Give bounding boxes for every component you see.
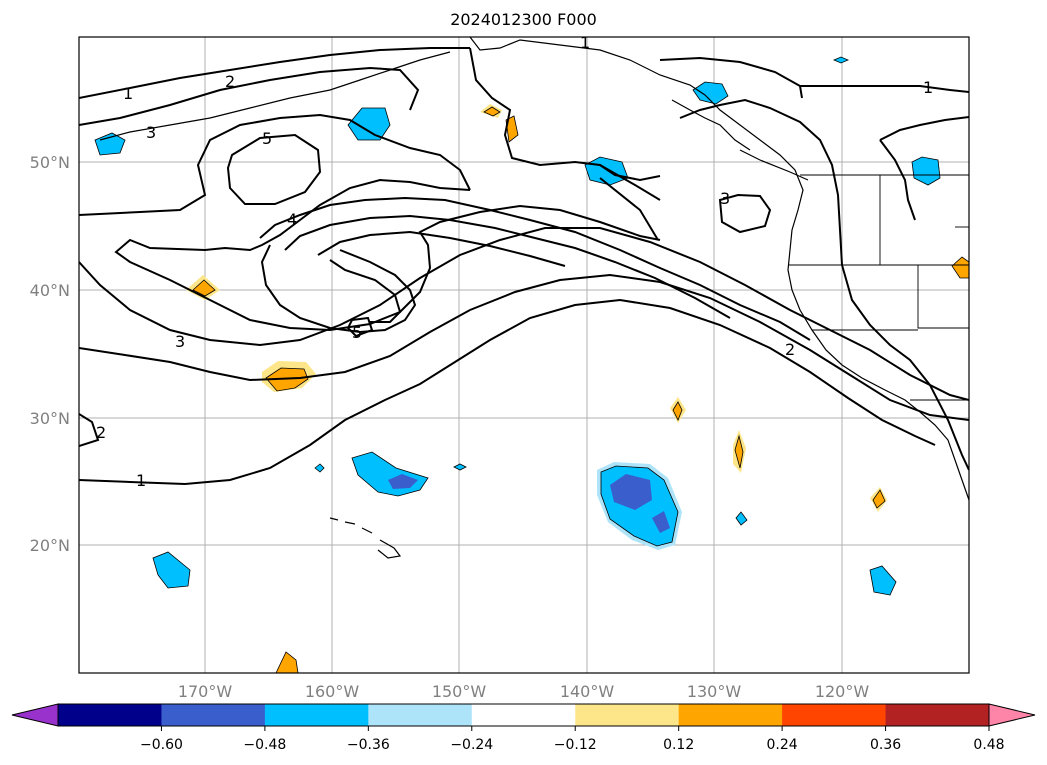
contour-label: 3 bbox=[175, 332, 185, 351]
contour-label: 3 bbox=[146, 123, 156, 142]
contour-labels: 1 2 3 4 5 5 3 2 1 1 2 3 1 bbox=[96, 33, 933, 490]
map-title: 2024012300 F000 bbox=[450, 10, 597, 29]
colorbar-tick-label: 0.24 bbox=[767, 737, 798, 753]
longitude-labels: 170°W 160°W 150°W 140°W 130°W 120°W bbox=[178, 682, 870, 701]
colorbar-tick-label: −0.36 bbox=[347, 737, 390, 753]
contour-label: 1 bbox=[580, 33, 590, 52]
colorbar-segment bbox=[161, 704, 266, 726]
colorbar-segment bbox=[264, 704, 369, 726]
plot-area bbox=[79, 37, 969, 673]
coastlines bbox=[99, 37, 969, 559]
lat-label: 50°N bbox=[30, 153, 70, 172]
colorbar-segment bbox=[678, 704, 783, 726]
contour-label: 4 bbox=[287, 210, 297, 229]
lat-label: 20°N bbox=[30, 536, 70, 555]
colorbar-tick-label: −0.12 bbox=[554, 737, 597, 753]
colorbar-segment bbox=[575, 704, 680, 726]
lat-label: 40°N bbox=[30, 281, 70, 300]
borders bbox=[788, 174, 969, 401]
lon-label: 130°W bbox=[687, 682, 742, 701]
colorbar-tick-label: −0.48 bbox=[243, 737, 286, 753]
colorbar-tick-label: 0.12 bbox=[663, 737, 694, 753]
contour-label: 2 bbox=[785, 340, 795, 359]
contour-label: 1 bbox=[123, 84, 133, 103]
contour-label: 3 bbox=[720, 189, 730, 208]
contour-label: 5 bbox=[262, 129, 272, 148]
colorbar-extend-low bbox=[12, 704, 58, 726]
contour-label: 5 bbox=[352, 323, 362, 342]
contour-label: 1 bbox=[923, 78, 933, 97]
colorbar-tick-label: −0.24 bbox=[450, 737, 493, 753]
colorbar-segment bbox=[885, 704, 990, 726]
plot-frame bbox=[78, 36, 970, 674]
contour-label: 2 bbox=[96, 423, 106, 442]
lon-label: 140°W bbox=[560, 682, 615, 701]
colorbar-segment bbox=[58, 704, 162, 726]
contour-lines bbox=[79, 47, 969, 486]
contour-label: 2 bbox=[225, 72, 235, 91]
colorbar-segment bbox=[368, 704, 473, 726]
colorbar-segment bbox=[782, 704, 887, 726]
contour-label: 1 bbox=[136, 471, 146, 490]
colorbar-segment bbox=[471, 704, 576, 726]
colorbar-tick-label: 0.48 bbox=[973, 737, 1004, 753]
lon-label: 150°W bbox=[432, 682, 487, 701]
colorbar-extend-high bbox=[989, 704, 1035, 726]
lon-label: 120°W bbox=[815, 682, 870, 701]
colorbar-tick-label: 0.36 bbox=[870, 737, 901, 753]
latitude-labels: 50°N 40°N 30°N 20°N bbox=[30, 153, 70, 555]
lon-label: 170°W bbox=[178, 682, 233, 701]
lat-label: 30°N bbox=[30, 409, 70, 428]
lon-label: 160°W bbox=[305, 682, 360, 701]
colorbar: −0.60 −0.48 −0.36 −0.24 −0.12 0.12 0.24 0.36 0.4… bbox=[11, 703, 1036, 753]
colorbar-tick-label: −0.60 bbox=[140, 737, 183, 753]
